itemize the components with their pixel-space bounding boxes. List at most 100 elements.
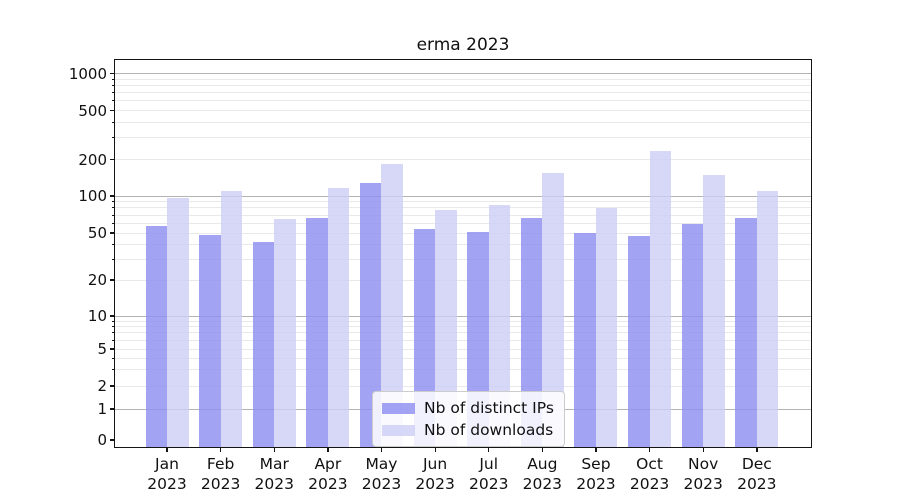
y-minor-tick xyxy=(112,326,115,328)
gridline-minor xyxy=(115,348,811,350)
y-minor-tick xyxy=(112,110,115,111)
legend-row: Nb of downloads xyxy=(382,421,554,439)
x-tick xyxy=(434,447,436,452)
gridline-minor xyxy=(115,243,811,245)
bar xyxy=(435,209,457,447)
bar xyxy=(167,197,189,447)
gridline-minor xyxy=(115,121,811,123)
y-tick-label: 2 xyxy=(97,377,107,395)
gridline-minor xyxy=(115,369,811,371)
y-minor-tick xyxy=(112,100,115,102)
y-tick-label: 5 xyxy=(97,340,107,358)
gridline-minor xyxy=(115,320,811,322)
bar xyxy=(145,226,167,447)
x-tick-label-line: 2023 xyxy=(522,475,563,493)
y-tick xyxy=(110,408,115,410)
bar xyxy=(520,218,543,447)
x-tick-label-line: Oct xyxy=(636,455,663,473)
gridline-minor xyxy=(115,385,811,387)
y-tick-label: 100 xyxy=(78,187,107,205)
bar xyxy=(574,233,596,447)
x-tick-label-line: 2023 xyxy=(576,475,616,493)
x-tick-label: May 2023 xyxy=(351,454,411,494)
gridline-minor xyxy=(115,207,811,209)
legend-row: Nb of distinct IPs xyxy=(382,399,554,417)
gridline-minor xyxy=(115,159,811,160)
gridline-minor xyxy=(115,222,811,224)
y-minor-tick xyxy=(112,207,115,209)
y-minor-tick xyxy=(112,258,115,260)
x-tick-label-line: 2023 xyxy=(254,475,294,493)
x-tick-label-line: Aug xyxy=(527,455,558,473)
y-minor-tick xyxy=(112,339,115,341)
y-tick xyxy=(110,439,115,441)
gridline-minor xyxy=(115,232,811,234)
x-tick-label: Jun 2023 xyxy=(405,454,465,494)
y-tick-label: 1 xyxy=(97,400,107,418)
gridline-major xyxy=(115,195,811,197)
y-tick xyxy=(110,195,115,197)
x-tick-label-line: Jun xyxy=(422,455,448,473)
x-tick-label-line: Jan xyxy=(155,455,179,473)
y-tick-label: 10 xyxy=(87,307,107,325)
y-minor-tick xyxy=(112,348,115,350)
x-tick-label: Sep 2023 xyxy=(566,454,626,494)
x-tick xyxy=(648,447,651,452)
gridline-minor xyxy=(115,279,811,281)
gridline-minor xyxy=(115,339,811,341)
x-tick xyxy=(541,447,544,452)
x-tick-label-line: 2023 xyxy=(200,475,241,493)
y-minor-tick xyxy=(112,279,115,281)
bar xyxy=(199,235,221,447)
gridline-minor xyxy=(115,201,811,203)
gridline-minor xyxy=(115,332,811,334)
x-tick xyxy=(595,447,597,452)
y-minor-tick xyxy=(112,243,115,245)
gridline-minor xyxy=(115,92,811,94)
x-tick-label-line: Mar xyxy=(259,455,289,473)
gridline-minor xyxy=(115,357,811,359)
x-tick-label: Jul 2023 xyxy=(459,454,519,494)
y-minor-tick xyxy=(112,121,115,123)
y-minor-tick xyxy=(112,78,115,80)
y-tick-label: 0 xyxy=(97,431,107,449)
bar xyxy=(542,173,564,447)
y-minor-tick xyxy=(112,332,115,334)
x-tick-label-line: Nov xyxy=(688,455,719,473)
x-tick-label-line: Sep xyxy=(581,455,611,473)
bar xyxy=(252,241,275,447)
x-tick-label: Apr 2023 xyxy=(298,454,358,494)
x-tick-label-line: 2023 xyxy=(361,475,402,493)
y-minor-tick xyxy=(112,159,115,160)
bar xyxy=(703,175,725,447)
x-tick-label: Aug 2023 xyxy=(512,454,572,494)
x-tick-label-line: Jul xyxy=(479,455,499,473)
y-tick xyxy=(110,315,115,317)
legend-swatch-icon xyxy=(382,402,415,414)
bar xyxy=(649,150,672,447)
bar xyxy=(306,218,328,447)
bar xyxy=(595,207,618,447)
x-tick-label: Nov 2023 xyxy=(673,454,733,494)
x-tick-label-line: Apr xyxy=(314,455,342,473)
x-tick-label-line: 2023 xyxy=(683,475,723,493)
y-minor-tick xyxy=(112,222,115,224)
gridline-major xyxy=(115,73,811,74)
bar xyxy=(488,205,511,447)
y-minor-tick xyxy=(112,232,115,234)
y-minor-tick xyxy=(112,84,115,86)
y-tick-label: 50 xyxy=(87,224,107,242)
bar xyxy=(327,187,350,447)
x-tick xyxy=(702,447,704,452)
x-tick xyxy=(756,447,758,452)
y-minor-tick xyxy=(112,369,115,371)
x-tick xyxy=(327,447,329,452)
y-minor-tick xyxy=(112,92,115,94)
gridline-major xyxy=(115,315,811,317)
gridline-minor xyxy=(115,258,811,260)
bar xyxy=(756,191,779,447)
x-tick-label-line: May xyxy=(365,455,398,473)
plot-area: 0 1 2 5 10 20 50 100 200 500 1000 Jan 2023 Feb 2023 Mar… xyxy=(69,60,811,493)
x-tick xyxy=(488,447,490,452)
